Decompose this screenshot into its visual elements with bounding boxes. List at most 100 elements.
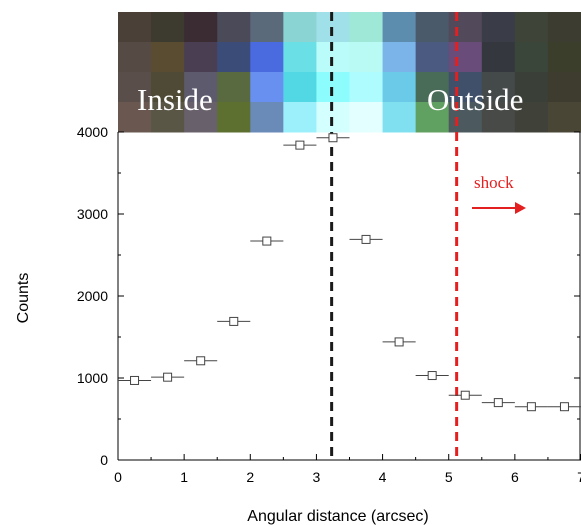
y-tick-label: 3000 bbox=[77, 206, 108, 222]
strip-cell bbox=[151, 12, 185, 43]
point-marker bbox=[394, 337, 404, 347]
strip-cell bbox=[118, 12, 152, 43]
strip-cell bbox=[415, 72, 450, 103]
y-axis-title: Counts bbox=[15, 273, 32, 324]
strip-cell bbox=[382, 102, 417, 133]
strip-cell bbox=[547, 72, 581, 103]
strip-cell bbox=[382, 72, 417, 103]
x-tick-label: 2 bbox=[246, 469, 254, 485]
shock-label: shock bbox=[474, 173, 514, 192]
point-marker bbox=[526, 402, 536, 412]
strip-cell bbox=[283, 102, 317, 133]
data-point bbox=[250, 236, 284, 246]
y-tick-label: 1000 bbox=[77, 370, 108, 386]
point-marker bbox=[130, 375, 140, 385]
data-point bbox=[448, 390, 482, 400]
strip-cell bbox=[250, 72, 284, 103]
strip-cell bbox=[184, 42, 218, 73]
strip-cell bbox=[316, 12, 350, 43]
strip-cell bbox=[349, 42, 384, 73]
strip-cell bbox=[217, 42, 251, 73]
strip-cell bbox=[415, 12, 450, 43]
strip-cell bbox=[151, 72, 185, 103]
x-tick-label: 6 bbox=[511, 469, 519, 485]
inside-label: Inside bbox=[137, 82, 213, 117]
strip-cell bbox=[514, 12, 549, 43]
data-point bbox=[217, 316, 251, 326]
data-point bbox=[481, 398, 515, 408]
strip-cell bbox=[151, 102, 185, 133]
strip-cell bbox=[481, 72, 516, 103]
strip-cell bbox=[415, 42, 450, 73]
strip-cell bbox=[448, 42, 483, 73]
strip-cell bbox=[547, 12, 581, 43]
strip-cell bbox=[481, 42, 516, 73]
strip-cell bbox=[118, 72, 152, 103]
strip-cell bbox=[481, 102, 516, 133]
strip-cell bbox=[184, 102, 218, 133]
strip-cell bbox=[448, 72, 483, 103]
data-point bbox=[316, 133, 350, 143]
strip-cell bbox=[184, 12, 218, 43]
point-marker bbox=[196, 356, 206, 366]
data-point bbox=[184, 356, 218, 366]
strip-cell bbox=[514, 102, 549, 133]
data-point bbox=[151, 372, 185, 382]
strip-cell bbox=[184, 72, 218, 103]
strip-cell bbox=[349, 102, 384, 133]
point-marker bbox=[229, 316, 239, 326]
point-marker bbox=[493, 398, 503, 408]
x-tick-label: 7 bbox=[577, 469, 581, 485]
data-point bbox=[514, 402, 548, 412]
data-point bbox=[382, 337, 416, 347]
strip-cell bbox=[415, 102, 450, 133]
strip-cell bbox=[448, 12, 483, 43]
strip-cell bbox=[283, 72, 317, 103]
point-marker bbox=[427, 371, 437, 381]
point-marker bbox=[295, 140, 305, 150]
strip-cell bbox=[250, 102, 284, 133]
data-point bbox=[547, 402, 581, 412]
y-tick-label: 0 bbox=[100, 452, 108, 468]
strip-cell bbox=[514, 42, 549, 73]
axis-ticks: 0 1 2 3 4 5 6 7 0 1000 2000 3000 4000 bbox=[77, 124, 581, 485]
strip-cell bbox=[481, 12, 516, 43]
point-marker bbox=[361, 234, 371, 244]
strip-cell bbox=[118, 42, 152, 73]
x-tick-label: 5 bbox=[445, 469, 453, 485]
y-tick-label: 4000 bbox=[77, 124, 108, 140]
strip-cell bbox=[448, 102, 483, 133]
strip-cell bbox=[250, 42, 284, 73]
point-marker bbox=[460, 390, 470, 400]
strip-cell bbox=[217, 102, 251, 133]
strip-cell bbox=[217, 72, 251, 103]
image-strip bbox=[118, 12, 581, 133]
x-tick-label: 0 bbox=[114, 469, 122, 485]
shock-arrow-icon bbox=[472, 202, 526, 214]
strip-cell bbox=[250, 12, 284, 43]
strip-cell bbox=[217, 12, 251, 43]
strip-cell bbox=[316, 102, 350, 133]
y-tick-label: 2000 bbox=[77, 288, 108, 304]
data-point bbox=[349, 234, 383, 244]
strip-cell bbox=[316, 72, 350, 103]
strip-cell bbox=[382, 12, 417, 43]
x-tick-label: 1 bbox=[180, 469, 188, 485]
outside-label: Outside bbox=[427, 82, 523, 117]
strip-cell bbox=[151, 42, 185, 73]
data-point bbox=[283, 140, 317, 150]
x-tick-label: 3 bbox=[313, 469, 321, 485]
x-tick-label: 4 bbox=[379, 469, 387, 485]
strip-cell bbox=[118, 102, 152, 133]
strip-cell bbox=[283, 12, 317, 43]
strip-cell bbox=[547, 42, 581, 73]
strip-cell bbox=[316, 42, 350, 73]
data-point bbox=[415, 371, 449, 381]
strip-cell bbox=[382, 42, 417, 73]
strip-cell bbox=[349, 72, 384, 103]
data-points bbox=[118, 133, 581, 412]
strip-cell bbox=[547, 102, 581, 133]
point-marker bbox=[559, 402, 569, 412]
data-point bbox=[118, 375, 152, 385]
strip-cell bbox=[514, 72, 549, 103]
